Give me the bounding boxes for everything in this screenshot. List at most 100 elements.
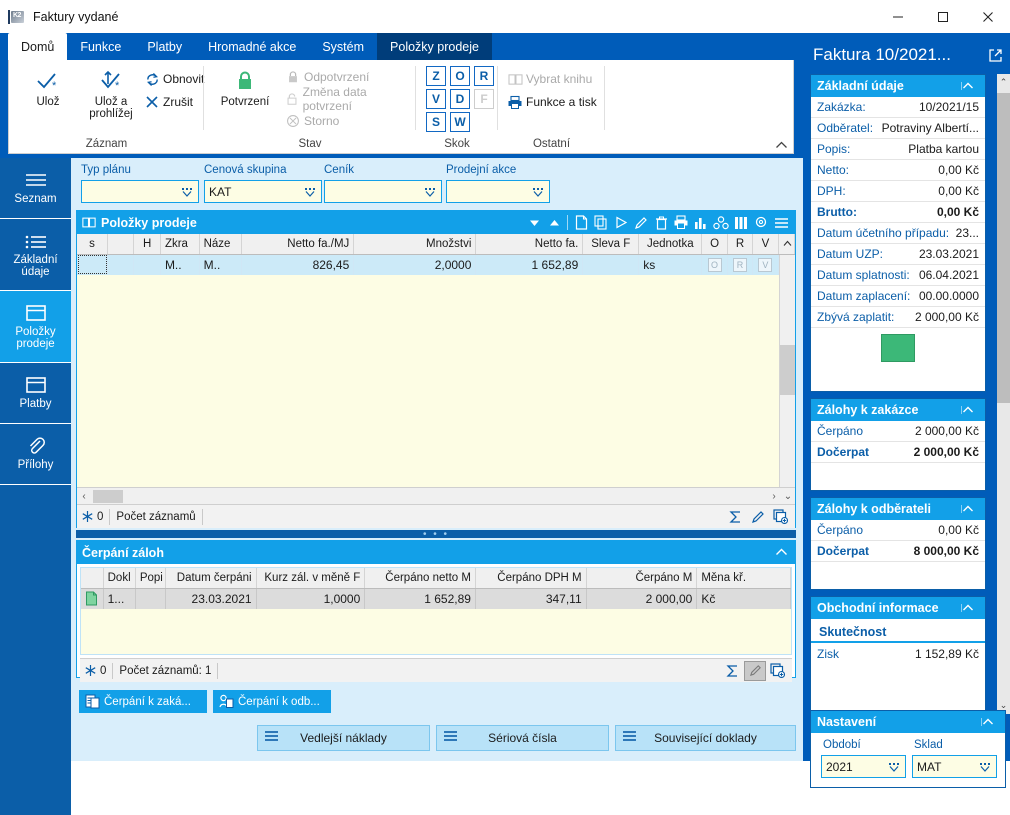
cell-doc-icon[interactable] [81, 588, 104, 609]
cell-cerpano-netto[interactable]: 1 652,89 [364, 588, 476, 609]
card-header-zalohy-k-zakazce[interactable]: Zálohy k zakázce [811, 399, 985, 421]
snowflake-icon[interactable] [80, 664, 100, 677]
cell-nazev[interactable]: M.. [199, 254, 243, 275]
chevron-down-icon[interactable] [530, 184, 546, 200]
sidebar-item-platby[interactable]: Platby [0, 363, 71, 424]
cell-r[interactable]: R [727, 254, 754, 275]
scroll-up-arrow[interactable]: ⌃ [997, 74, 1010, 91]
chevron-up-icon[interactable] [771, 543, 791, 563]
tab-platby[interactable]: Platby [147, 39, 183, 54]
col-kurz[interactable]: Kurz zál. v měně F [256, 568, 366, 589]
tab-system[interactable]: Systém [322, 39, 365, 54]
sort-down-icon[interactable] [524, 213, 544, 233]
group-icon[interactable] [711, 213, 731, 233]
col-cerpano-dph[interactable]: Čerpáno DPH M [475, 568, 587, 589]
sigma-icon[interactable] [722, 661, 744, 681]
detail-vscrollbar[interactable]: ⌃ ⌄ [997, 74, 1010, 714]
col-v[interactable]: V [752, 234, 779, 255]
col-datum-cerpani[interactable]: Datum čerpáni [165, 568, 257, 589]
hscroll-track[interactable] [91, 489, 767, 503]
cell-mnozstvi[interactable]: 2,0000 [353, 254, 477, 275]
edit-icon[interactable] [631, 213, 651, 233]
run-icon[interactable] [611, 213, 631, 233]
chevron-up-icon[interactable] [981, 718, 1005, 726]
prodejni-akce-combo[interactable] [446, 180, 550, 203]
hscroll-thumb[interactable] [93, 489, 123, 503]
col-zkratka[interactable]: Zkra [160, 234, 200, 255]
cell-popis[interactable] [135, 588, 167, 609]
sklad-combo[interactable]: MAT [912, 755, 997, 778]
detail-vscroll-thumb[interactable] [997, 93, 1010, 403]
sidebar-item-seznam[interactable]: Seznam [0, 158, 71, 219]
cell-sleva-f[interactable] [582, 254, 640, 275]
external-link-icon[interactable] [988, 48, 1003, 63]
items-grid-vscrollbar[interactable] [779, 255, 795, 487]
cell-netto-mj[interactable]: 826,45 [241, 254, 355, 275]
cell-blank[interactable] [107, 254, 135, 275]
vedlejsi-naklady-button[interactable]: Vedlejší náklady [257, 725, 430, 751]
change-confirm-date-button[interactable]: Změna data potvrzení [282, 85, 416, 113]
table-row[interactable]: 1... 23.03.2021 1,0000 1 652,89 347,11 2… [81, 588, 791, 609]
cenova-skupina-combo[interactable]: KAT [204, 180, 322, 203]
cell-mena[interactable]: Kč [696, 588, 791, 609]
col-nazev[interactable]: Náze [199, 234, 243, 255]
select-book-button[interactable]: Vybrat knihu [504, 68, 596, 90]
col-netto-mj[interactable]: Netto fa./MJ [241, 234, 355, 255]
jump-key-d[interactable]: D [450, 89, 470, 109]
col-o[interactable]: O [701, 234, 728, 255]
chevron-up-icon[interactable] [961, 505, 985, 513]
save-button[interactable]: * Ulož [17, 66, 79, 130]
cerpani-k-odberateli-button[interactable]: Čerpání k odb... [213, 690, 331, 713]
maximize-button[interactable] [920, 0, 965, 33]
cenik-combo[interactable] [324, 180, 442, 203]
cell-cerpano-m[interactable]: 2 000,00 [586, 588, 698, 609]
columns-icon[interactable] [731, 213, 751, 233]
minimize-button[interactable] [875, 0, 920, 33]
snowflake-icon[interactable] [77, 510, 97, 523]
cell-zkratka[interactable]: M.. [160, 254, 200, 275]
card-header-zalohy-k-odberateli[interactable]: Zálohy k odběrateli [811, 498, 985, 520]
new-record-icon[interactable] [571, 213, 591, 233]
card-header-obchodni-informace[interactable]: Obchodní informace [811, 597, 985, 619]
chevron-up-icon[interactable] [961, 604, 985, 612]
cell-dokl[interactable]: 1... [103, 588, 136, 609]
jump-key-f[interactable]: F [474, 89, 494, 109]
col-s[interactable]: s [77, 234, 109, 255]
refresh-button[interactable]: Obnovit [141, 68, 208, 90]
card-header-nastaveni[interactable]: Nastavení [811, 711, 1005, 733]
cancel-button[interactable]: Zrušit [141, 91, 197, 113]
table-row[interactable]: M.. M.. 826,45 2,0000 1 652,89 ks O R V [77, 254, 795, 275]
typ-planu-combo[interactable] [81, 180, 199, 203]
col-popis[interactable]: Popi [135, 568, 167, 589]
cell-jednotka[interactable]: ks [638, 254, 703, 275]
vscroll-thumb[interactable] [780, 345, 795, 395]
col-cerpano-netto[interactable]: Čerpáno netto M [364, 568, 476, 589]
col-scroll-up[interactable] [778, 234, 795, 255]
pencil-icon[interactable] [744, 660, 766, 681]
items-grid-hscrollbar[interactable]: ‹ › ⌄ [77, 487, 795, 504]
add-view-icon[interactable] [766, 661, 788, 681]
sort-up-icon[interactable] [544, 213, 564, 233]
col-h[interactable]: H [133, 234, 161, 255]
tab-polozky-prodeje[interactable]: Položky prodeje [377, 33, 492, 60]
col-cerpano-m[interactable]: Čerpáno M [586, 568, 698, 589]
collapse-ribbon-button[interactable] [775, 141, 788, 150]
chevron-up-icon[interactable] [961, 406, 985, 414]
cell-s[interactable] [77, 254, 109, 275]
copy-icon[interactable] [591, 213, 611, 233]
cell-netto-fa[interactable]: 1 652,89 [475, 254, 584, 275]
tab-hromadne-akce[interactable]: Hromadné akce [208, 39, 297, 54]
print-icon[interactable] [671, 213, 691, 233]
tab-domu[interactable]: Domů [8, 33, 68, 60]
scroll-right-arrow[interactable]: › [772, 490, 776, 502]
storno-button[interactable]: Storno [282, 110, 343, 132]
settings-icon[interactable] [751, 213, 771, 233]
cell-cerpano-dph[interactable]: 347,11 [475, 588, 587, 609]
scroll-left-arrow[interactable]: ‹ [82, 490, 86, 502]
col-sleva-f[interactable]: Sleva F [582, 234, 640, 255]
chevron-down-icon[interactable] [179, 184, 195, 200]
delete-icon[interactable] [651, 213, 671, 233]
scroll-down-arrow[interactable]: ⌄ [783, 490, 793, 502]
close-button[interactable] [965, 0, 1010, 33]
col-netto-fa[interactable]: Netto fa. [475, 234, 584, 255]
